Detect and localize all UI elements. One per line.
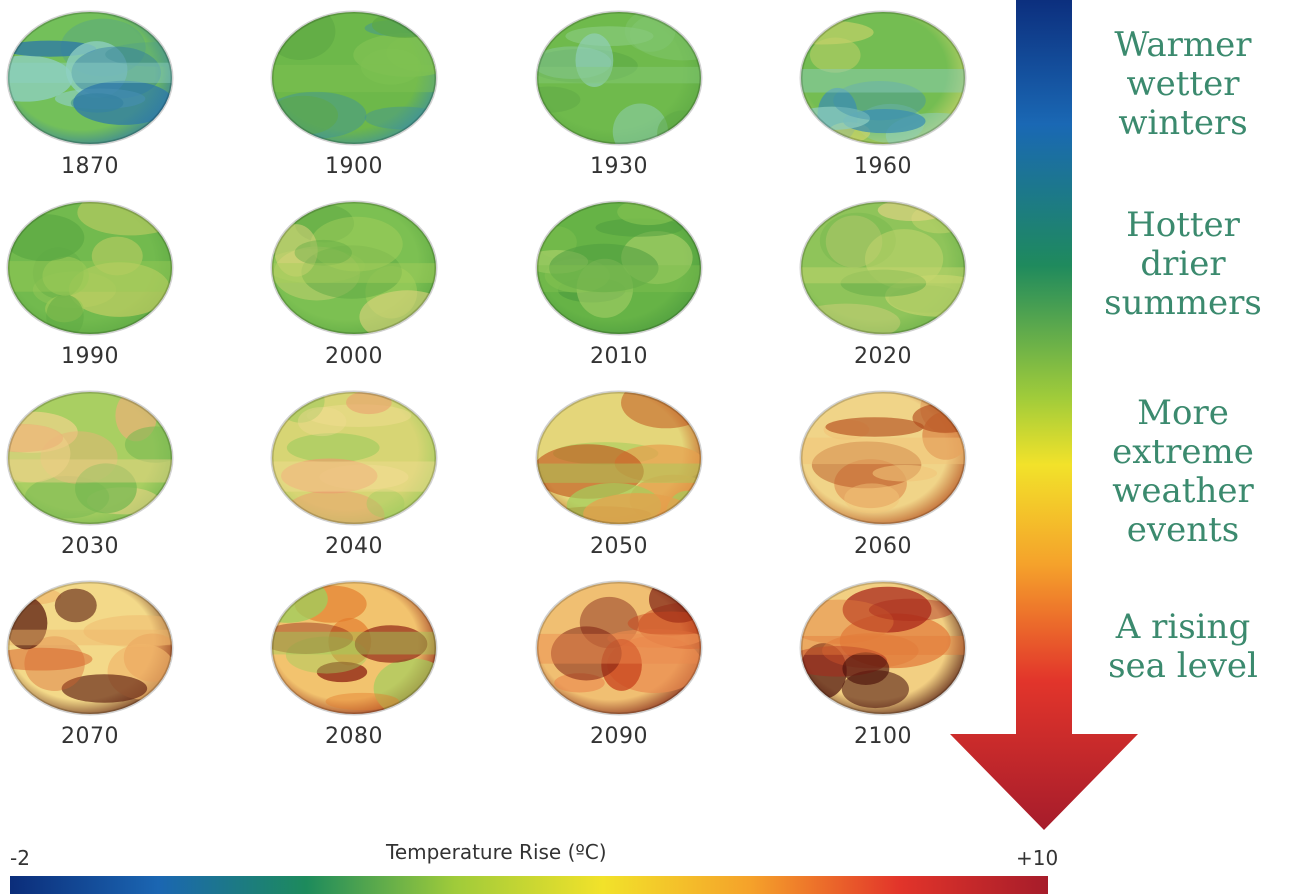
globe-image bbox=[270, 10, 438, 146]
globe-year-label: 2070 bbox=[61, 724, 119, 749]
globe-year-label: 2080 bbox=[325, 724, 383, 749]
globe-image bbox=[6, 390, 174, 526]
impact-label-line: weather bbox=[1112, 471, 1254, 511]
globe-image bbox=[799, 10, 967, 146]
globe-year-label: 2050 bbox=[590, 534, 648, 559]
globe-image bbox=[270, 390, 438, 526]
globe-2020: 2020 bbox=[797, 198, 977, 369]
globe-image bbox=[799, 390, 967, 526]
globe-image bbox=[535, 200, 703, 336]
impact-label-line: extreme bbox=[1112, 432, 1254, 472]
scale-title: Temperature Rise (ºC) bbox=[386, 840, 607, 864]
globe-1960: 1960 bbox=[797, 8, 977, 179]
globe-2010: 2010 bbox=[533, 198, 713, 369]
impact-label-line: Hotter bbox=[1126, 205, 1240, 245]
globe-year-label: 1900 bbox=[325, 154, 383, 179]
globe-year-label: 1960 bbox=[854, 154, 912, 179]
globe-image bbox=[535, 10, 703, 146]
scale-max-label: +10 bbox=[1016, 846, 1059, 870]
impact-label-3: More extreme weather events bbox=[1078, 394, 1288, 550]
globe-1900: 1900 bbox=[268, 8, 448, 179]
globe-2070: 2070 bbox=[4, 578, 184, 749]
arrow-shaft bbox=[950, 0, 1138, 830]
globe-year-label: 2090 bbox=[590, 724, 648, 749]
impact-label-1: Warmer wetter winters bbox=[1078, 26, 1288, 143]
globe-year-label: 1870 bbox=[61, 154, 119, 179]
globe-year-label: 2060 bbox=[854, 534, 912, 559]
globe-image bbox=[6, 200, 174, 336]
globe-2000: 2000 bbox=[268, 198, 448, 369]
scale-min-label: -2 bbox=[10, 846, 30, 870]
globe-image bbox=[6, 10, 174, 146]
globe-2100: 2100 bbox=[797, 578, 977, 749]
globe-year-label: 2020 bbox=[854, 344, 912, 369]
impact-label-line: winters bbox=[1118, 103, 1248, 143]
globe-1870: 1870 bbox=[4, 8, 184, 179]
globe-2030: 2030 bbox=[4, 388, 184, 559]
temperature-color-bar bbox=[10, 876, 1048, 894]
globe-image bbox=[270, 580, 438, 716]
globe-2090: 2090 bbox=[533, 578, 713, 749]
globe-year-label: 1990 bbox=[61, 344, 119, 369]
impact-label-2: Hotter drier summers bbox=[1078, 206, 1288, 323]
globe-1990: 1990 bbox=[4, 198, 184, 369]
globe-image bbox=[270, 200, 438, 336]
globe-image bbox=[535, 390, 703, 526]
globe-2040: 2040 bbox=[268, 388, 448, 559]
globe-year-label: 2000 bbox=[325, 344, 383, 369]
globe-2050: 2050 bbox=[533, 388, 713, 559]
impact-label-line: sea level bbox=[1108, 646, 1258, 686]
globe-image bbox=[799, 580, 967, 716]
globe-1930: 1930 bbox=[533, 8, 713, 179]
globe-year-label: 2030 bbox=[61, 534, 119, 559]
globe-2060: 2060 bbox=[797, 388, 977, 559]
impact-label-line: Warmer bbox=[1114, 25, 1252, 65]
impact-label-line: wetter bbox=[1126, 64, 1240, 104]
globe-year-label: 1930 bbox=[590, 154, 648, 179]
impact-label-4: A rising sea level bbox=[1078, 608, 1288, 686]
temperature-arrow bbox=[950, 0, 1138, 830]
globe-image bbox=[799, 200, 967, 336]
impact-label-line: drier bbox=[1140, 244, 1226, 284]
globe-year-label: 2100 bbox=[854, 724, 912, 749]
globe-year-label: 2010 bbox=[590, 344, 648, 369]
impact-label-line: events bbox=[1126, 510, 1240, 550]
globe-2080: 2080 bbox=[268, 578, 448, 749]
globe-image bbox=[6, 580, 174, 716]
globe-year-label: 2040 bbox=[325, 534, 383, 559]
impact-label-line: summers bbox=[1104, 283, 1262, 323]
impact-label-line: A rising bbox=[1115, 607, 1251, 647]
globe-image bbox=[535, 580, 703, 716]
impact-label-line: More bbox=[1137, 393, 1229, 433]
